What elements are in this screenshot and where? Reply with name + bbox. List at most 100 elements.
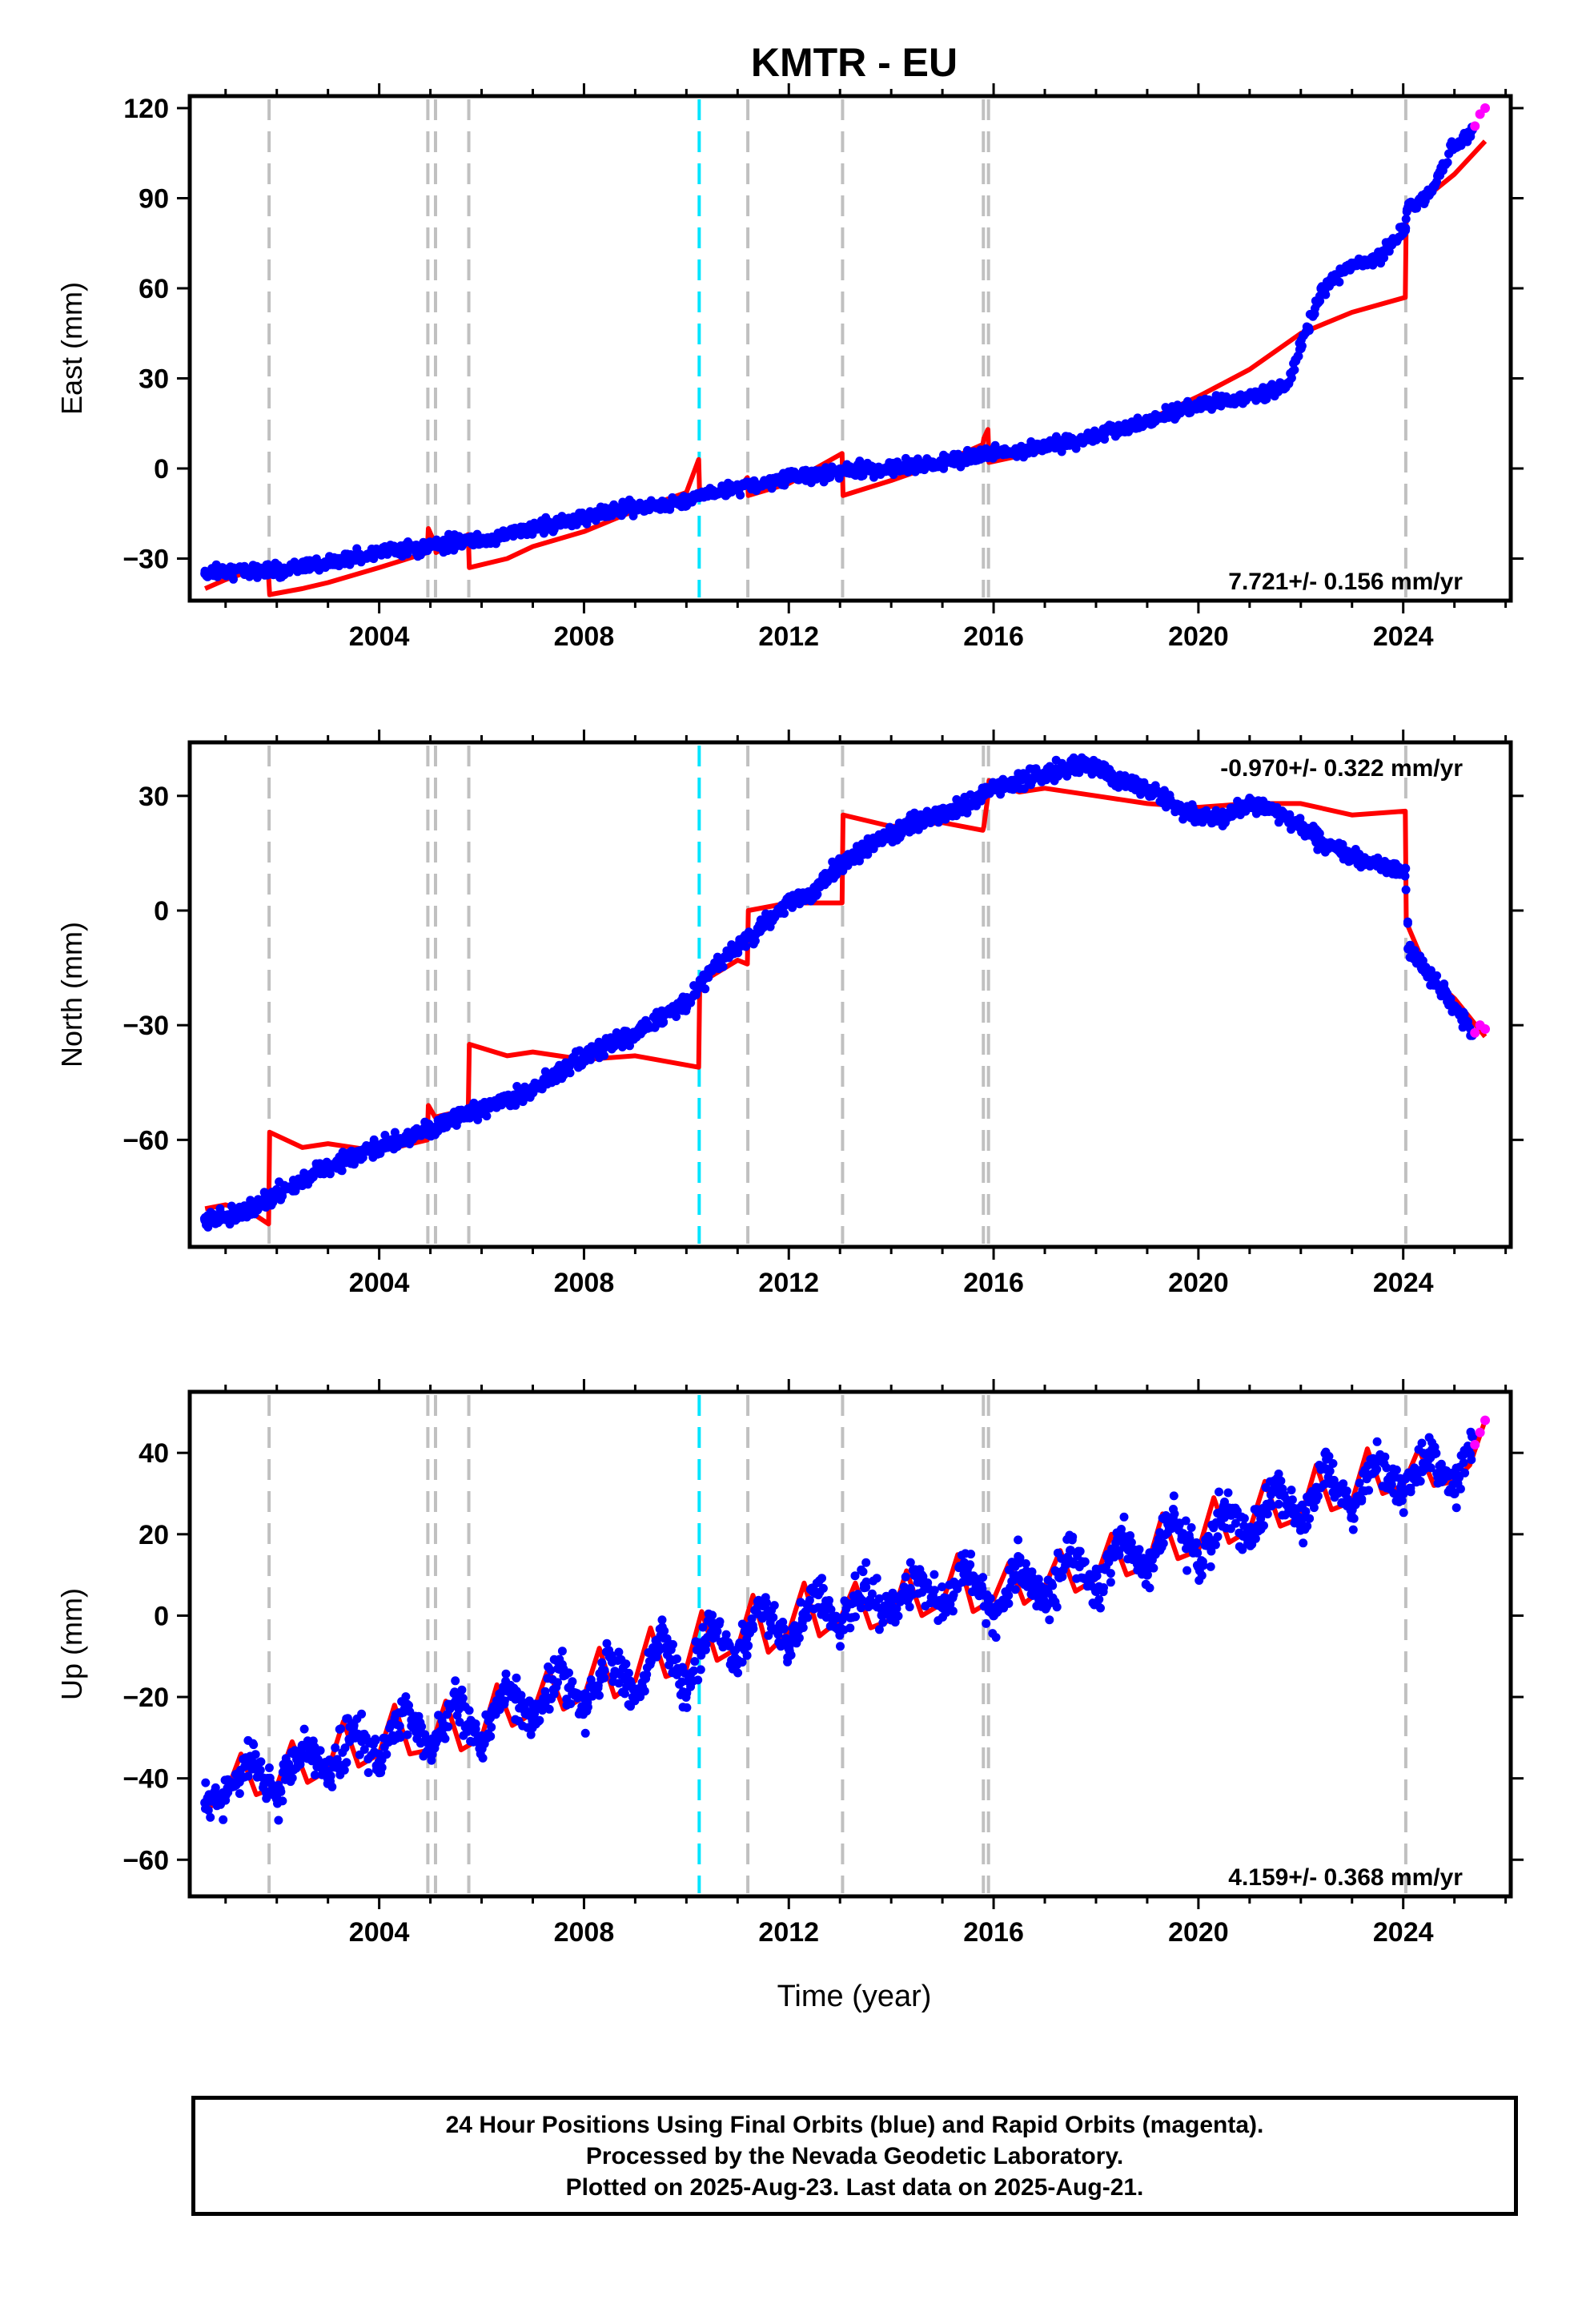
final-orbit-point [476, 536, 487, 545]
rapid-orbit-point [1475, 1427, 1485, 1437]
final-orbit-point [989, 1610, 999, 1621]
x-tick-label: 2004 [349, 621, 410, 652]
final-orbit-point [1270, 806, 1280, 816]
final-orbit-point [1372, 253, 1383, 263]
y-tick-label: 120 [123, 94, 169, 124]
final-orbit-point [963, 798, 974, 809]
final-orbit-point [1193, 810, 1203, 820]
x-tick-label: 2024 [1373, 1268, 1434, 1298]
final-orbit-point [681, 997, 692, 1007]
final-orbit-point [1244, 392, 1255, 401]
final-orbit-point [1142, 783, 1152, 794]
final-orbit-point [1400, 223, 1411, 233]
final-orbit-point [476, 1736, 487, 1747]
final-orbit-point [1167, 1513, 1178, 1523]
final-orbit-point [271, 565, 282, 576]
final-orbit-point [1316, 283, 1327, 293]
x-tick-label: 2016 [963, 1268, 1024, 1298]
x-tick-label: 2020 [1168, 1917, 1229, 1948]
final-orbit-point [1398, 1489, 1408, 1499]
final-orbit-point [886, 464, 897, 473]
x-tick-label: 2024 [1373, 621, 1434, 652]
final-orbit-point [1193, 400, 1203, 411]
final-orbit-point [200, 1215, 211, 1225]
y-tick-label: 40 [139, 1438, 169, 1469]
final-orbit-point [1090, 760, 1101, 770]
final-orbit-point [1244, 1537, 1255, 1547]
final-orbit-point [938, 1602, 948, 1613]
footer-line-1: 24 Hour Positions Using Final Orbits (bl… [445, 2111, 1264, 2138]
final-orbit-point [1321, 840, 1331, 850]
final-orbit-point [451, 1696, 461, 1707]
x-tick-label: 2012 [758, 621, 819, 652]
final-orbit-point [200, 1798, 211, 1808]
y-tick-label: −30 [122, 545, 169, 575]
footer-line-3: Plotted on 2025-Aug-23. Last data on 202… [565, 2173, 1144, 2201]
final-orbit-point [374, 1142, 384, 1152]
final-orbit-point [1219, 1501, 1229, 1511]
x-tick-label: 2012 [758, 1268, 819, 1298]
final-orbit-point [707, 488, 717, 497]
y-tick-label: 60 [139, 274, 169, 304]
final-orbit-point [425, 1124, 436, 1134]
final-orbit-point [348, 1720, 359, 1731]
final-orbit-point [861, 1582, 871, 1592]
y-tick-label: 0 [154, 896, 169, 927]
final-orbit-point [1014, 775, 1025, 786]
final-orbit-point [246, 1204, 256, 1214]
final-orbit-point [1270, 1480, 1280, 1490]
final-orbit-point [809, 887, 820, 897]
final-orbit-point [835, 859, 845, 870]
final-orbit-point [758, 478, 769, 489]
final-orbit-point [784, 472, 794, 483]
final-orbit-point [1468, 1431, 1478, 1441]
final-orbit-point [784, 1643, 794, 1654]
final-orbit-point [1295, 1521, 1306, 1531]
final-orbit-point [656, 1630, 666, 1641]
final-orbit-point [1449, 1001, 1460, 1011]
rapid-orbit-point [1480, 103, 1491, 113]
y-tick-label: −30 [122, 1011, 169, 1041]
final-orbit-point [784, 898, 794, 908]
y-tick-label: 30 [139, 364, 169, 395]
x-tick-label: 2004 [349, 1917, 410, 1948]
x-tick-label: 2016 [963, 1917, 1024, 1948]
final-orbit-point [693, 490, 704, 501]
final-orbit-points [200, 123, 1477, 584]
chart-title: KMTR - EU [751, 40, 958, 85]
final-orbit-point [528, 524, 538, 533]
east-rate-label: 7.721+/- 0.156 mm/yr [1228, 569, 1463, 595]
final-orbit-point [1090, 430, 1101, 440]
x-tick-label: 2004 [349, 1268, 410, 1298]
final-orbit-point [1040, 442, 1050, 452]
final-orbit-point [1014, 1558, 1025, 1568]
final-orbit-points [201, 1427, 1477, 1825]
final-orbit-point [1040, 1598, 1050, 1609]
rapid-orbit-point [1470, 1027, 1480, 1038]
final-orbit-point [220, 565, 231, 576]
final-orbit-point [989, 448, 999, 459]
final-orbit-point [989, 783, 999, 794]
rapid-orbit-point [1470, 1440, 1480, 1450]
rapid-orbit-point [1480, 1023, 1491, 1034]
x-tick-label: 2020 [1168, 621, 1229, 652]
final-orbit-point [400, 1704, 410, 1715]
final-orbit-point [323, 1773, 333, 1783]
x-tick-label: 2024 [1373, 1917, 1434, 1948]
final-orbit-point [323, 1161, 333, 1172]
final-orbit-point [528, 1716, 538, 1727]
final-orbit-point [579, 1051, 589, 1061]
final-orbit-point [263, 562, 274, 573]
final-orbit-point [861, 844, 871, 854]
final-orbit-point [1142, 1570, 1152, 1580]
final-orbit-point [1219, 814, 1229, 824]
y-tick-label: −40 [122, 1764, 169, 1795]
final-orbit-point [476, 1104, 487, 1115]
up-rate-label: 4.159+/- 0.368 mm/yr [1228, 1864, 1463, 1891]
final-orbit-point [271, 1794, 282, 1804]
north-panel: 2004 2008 2012 2016 2020 2024 −60 −30 0 30 North … [55, 730, 1524, 1298]
final-orbit-point [1400, 863, 1411, 874]
final-orbit-point [835, 1622, 845, 1633]
final-orbit-point [912, 1570, 922, 1580]
final-orbit-point [1403, 202, 1414, 212]
